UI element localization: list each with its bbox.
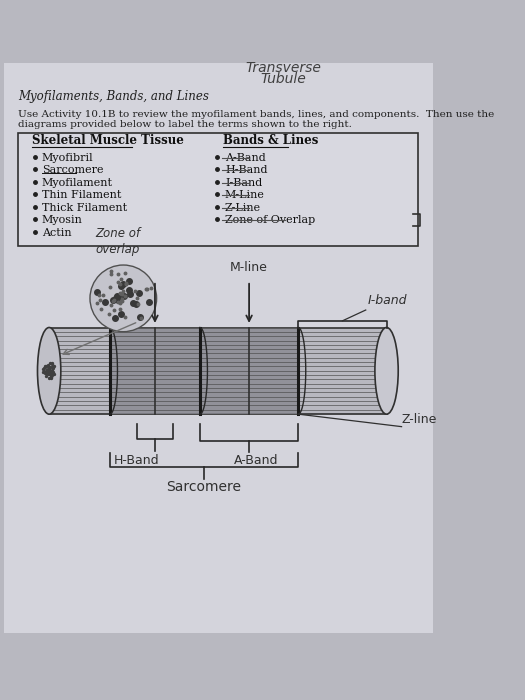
Bar (49, 328, 386, 414)
Text: Skeletal Muscle Tissue: Skeletal Muscle Tissue (32, 134, 184, 147)
Text: Tubule: Tubule (260, 72, 306, 86)
Text: Z-Line: Z-Line (225, 202, 261, 213)
Text: Sarcomere: Sarcomere (41, 165, 103, 175)
Text: Use Activity 10.1B to review the myofilament bands, lines, and components.  Then: Use Activity 10.1B to review the myofila… (18, 110, 495, 119)
Text: H-Band: H-Band (225, 165, 267, 175)
Text: Transverse: Transverse (245, 61, 321, 75)
Text: Myosin: Myosin (41, 215, 82, 225)
Text: Actin: Actin (41, 228, 71, 237)
Text: Sarcomere: Sarcomere (166, 480, 242, 494)
Text: I-band: I-band (368, 294, 407, 307)
Text: diagrams provided below to label the terms shown to the right.: diagrams provided below to label the ter… (18, 120, 352, 129)
Text: Thick Filament: Thick Filament (41, 202, 127, 213)
Text: Myofibril: Myofibril (41, 153, 93, 162)
Text: M-Line: M-Line (225, 190, 265, 200)
Bar (18, 134, 418, 246)
Text: A-Band: A-Band (225, 153, 266, 162)
Text: Zone of
overlap: Zone of overlap (95, 227, 140, 256)
Circle shape (90, 265, 156, 332)
Text: Bands & Lines: Bands & Lines (223, 134, 319, 147)
Ellipse shape (37, 328, 61, 414)
Text: I-Band: I-Band (225, 178, 262, 188)
Bar (200, 328, 298, 414)
Ellipse shape (375, 328, 398, 414)
Bar (110, 328, 200, 414)
Text: M-line: M-line (230, 261, 268, 274)
Text: Zone of Overlap: Zone of Overlap (225, 215, 315, 225)
Text: Myofilament: Myofilament (41, 178, 113, 188)
Text: H-Band: H-Band (114, 454, 160, 467)
Text: Z-line: Z-line (402, 413, 437, 426)
Text: A-Band: A-Band (234, 454, 278, 467)
Text: Myofilaments, Bands, and Lines: Myofilaments, Bands, and Lines (18, 90, 209, 103)
Text: Thin Filament: Thin Filament (41, 190, 121, 200)
